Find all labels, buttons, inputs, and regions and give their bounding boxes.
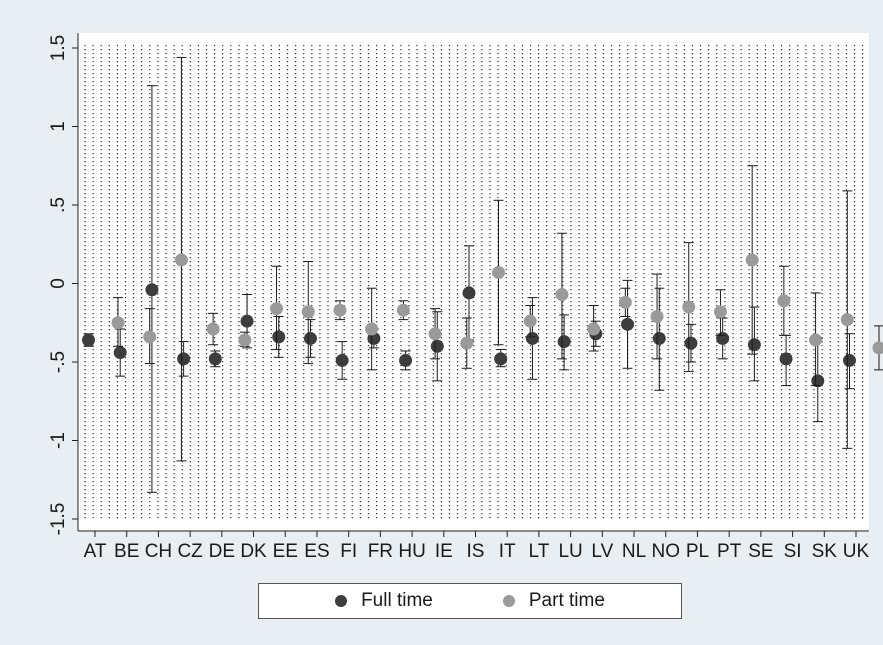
part-time-point	[872, 341, 883, 355]
full-time-point	[145, 283, 159, 297]
x-tick-label: AT	[84, 541, 107, 562]
x-tick-label: CH	[145, 541, 172, 562]
x-tick-label: SI	[784, 541, 802, 562]
y-tick-label: -1	[48, 432, 69, 449]
x-tick-label: SE	[748, 541, 773, 562]
x-tick-label: PL	[686, 541, 709, 562]
x-tick-label: CZ	[177, 541, 203, 562]
part-time-point	[301, 305, 315, 319]
full-time-point	[462, 286, 476, 300]
full-time-point	[177, 352, 191, 366]
legend-marker-full-time	[335, 595, 348, 607]
x-tick-label: PT	[717, 541, 742, 562]
full-time-point	[240, 314, 254, 328]
full-time-point	[557, 335, 571, 349]
y-tick-label: 1	[48, 121, 69, 132]
full-time-point	[684, 336, 698, 350]
x-tick-label: DK	[240, 541, 267, 562]
part-time-point	[492, 266, 505, 280]
legend-item-part-time: Part time	[502, 590, 605, 612]
full-time-point	[335, 353, 349, 367]
x-tick-label: EE	[273, 541, 298, 562]
x-tick-label: FI	[340, 541, 357, 562]
part-time-point	[428, 327, 442, 341]
part-time-point	[809, 333, 823, 347]
full-time-point	[716, 331, 730, 345]
full-time-point	[113, 346, 127, 360]
full-time-point	[779, 352, 793, 366]
full-time-point	[303, 331, 317, 345]
x-tick-label: LU	[558, 541, 582, 562]
part-time-point	[238, 333, 252, 347]
full-time-point	[430, 339, 444, 353]
x-tick-label: HU	[398, 541, 425, 562]
full-time-point	[747, 338, 761, 352]
full-time-point	[621, 317, 635, 331]
full-time-point	[399, 353, 413, 367]
x-tick-label: IT	[499, 541, 516, 562]
full-time-point	[272, 330, 286, 344]
part-time-point	[618, 295, 632, 309]
legend: Full time Part time	[258, 583, 682, 619]
part-time-point	[523, 314, 537, 328]
x-tick-label: FR	[368, 541, 393, 562]
part-time-point	[713, 305, 727, 319]
full-time-point	[208, 352, 222, 366]
x-tick-label: NL	[622, 541, 646, 562]
x-tick-label: SK	[812, 541, 838, 562]
x-tick-label: LV	[591, 541, 613, 562]
part-time-point	[555, 287, 569, 301]
legend-label-part-time: Part time	[528, 590, 605, 611]
part-time-point	[111, 316, 125, 330]
full-time-point	[494, 352, 508, 366]
legend-marker-part-time	[502, 595, 515, 607]
part-time-point	[460, 336, 474, 350]
part-time-point	[777, 294, 791, 308]
legend-label-full-time: Full time	[361, 590, 433, 611]
part-time-point	[682, 300, 696, 314]
part-time-point	[174, 253, 188, 267]
part-time-point	[840, 313, 854, 327]
x-tick-label: IS	[467, 541, 485, 562]
part-time-point	[143, 330, 157, 344]
part-time-point	[365, 322, 379, 336]
part-time-point	[587, 322, 601, 336]
x-tick-label: DE	[209, 541, 235, 562]
part-time-point	[333, 303, 347, 317]
full-time-point	[525, 331, 539, 345]
full-time-point	[652, 331, 666, 345]
part-time-point	[396, 303, 410, 317]
x-tick-label: LT	[529, 541, 550, 562]
x-tick-label: ES	[304, 541, 329, 562]
y-tick-label: -.5	[48, 351, 69, 373]
y-tick-label: -1.5	[48, 503, 69, 536]
x-tick-label: IE	[435, 541, 453, 562]
x-tick-label: UK	[843, 541, 870, 562]
part-time-point	[270, 302, 284, 316]
part-time-point	[745, 253, 759, 267]
part-time-point	[650, 309, 664, 323]
part-time-point	[206, 322, 220, 336]
y-tick-label: 0	[48, 278, 69, 289]
full-time-point	[82, 333, 95, 347]
y-tick-label: 1.5	[48, 35, 69, 61]
x-tick-label: NO	[652, 541, 681, 562]
x-tick-label: BE	[114, 541, 139, 562]
y-tick-label: .5	[48, 197, 69, 213]
full-time-point	[811, 374, 825, 388]
full-time-point	[843, 353, 856, 367]
legend-item-full-time: Full time	[335, 590, 433, 612]
